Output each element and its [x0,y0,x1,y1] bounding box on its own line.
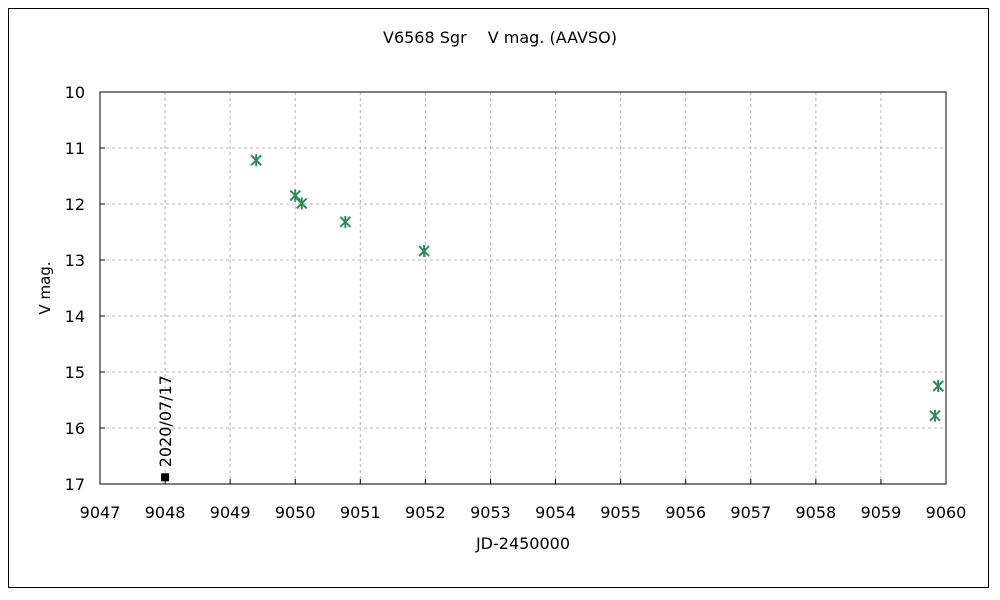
y-tick-label: 16 [65,419,85,438]
x-tick-label: 9052 [405,503,446,522]
grid-lines [100,92,946,484]
y-tick-labels: 10 11 12 13 14 15 16 17 [65,83,105,494]
x-tick-label: 9056 [665,503,706,522]
y-tick-label: 15 [65,363,85,382]
x-tick-label: 9054 [535,503,576,522]
x-tick-label: 9055 [600,503,641,522]
y-tick-label: 11 [65,139,85,158]
x-tick-label: 9059 [861,503,902,522]
x-tick-label: 9060 [926,503,967,522]
annotation-label: 2020/07/17 [156,375,175,467]
x-axis-label: JD-2450000 [475,534,570,553]
x-tick-label: 9048 [145,503,186,522]
x-tick-label: 9057 [730,503,771,522]
annotations: 2020/07/17 [156,375,175,482]
data-point [929,409,941,422]
plot-border [99,91,947,485]
y-axis-label: V mag. [36,261,54,314]
x-tick-label: 9051 [340,503,381,522]
data-points [250,154,944,422]
chart-title: V6568 Sgr V mag. (AAVSO) [383,28,617,47]
x-tick-labels: 9047 9048 9049 9050 9051 9052 9053 9054 9055 9056… [80,479,967,522]
x-tick-label: 9049 [210,503,251,522]
y-tick-label: 13 [65,251,85,270]
x-tick-label: 9047 [80,503,121,522]
x-tick-label: 9053 [470,503,511,522]
y-tick-label: 12 [65,195,85,214]
y-tick-label: 14 [65,307,85,326]
x-tick-label: 9050 [275,503,316,522]
data-point [296,197,308,210]
data-point [250,154,262,167]
plot-area [100,92,946,484]
x-tick-label: 9058 [795,503,836,522]
data-point [339,215,352,228]
y-tick-label: 10 [65,83,85,102]
data-point [932,380,944,392]
y-tick-label: 17 [65,475,85,494]
data-point [418,245,430,258]
annotation-marker [161,473,170,482]
